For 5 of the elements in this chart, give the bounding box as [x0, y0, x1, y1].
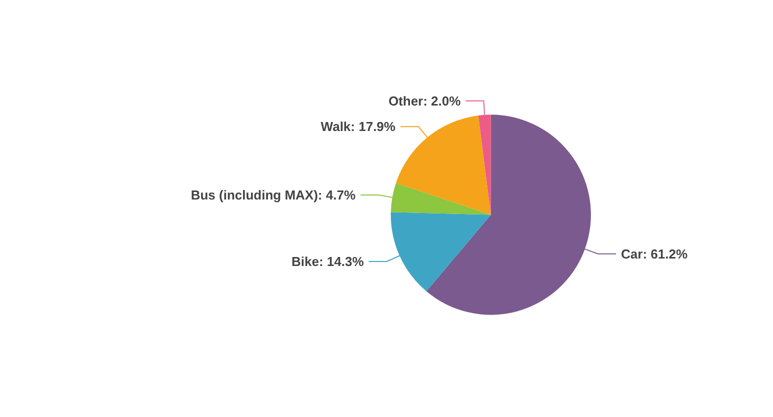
slice-label: Bike: 14.3%: [292, 254, 364, 269]
slice-label: Walk: 17.9%: [320, 119, 396, 134]
slice-label: Car: 61.2%: [621, 246, 688, 262]
slice-label: Bus (including MAX): 4.7%: [190, 187, 356, 202]
slice-label: Other: 2.0%: [388, 93, 462, 108]
